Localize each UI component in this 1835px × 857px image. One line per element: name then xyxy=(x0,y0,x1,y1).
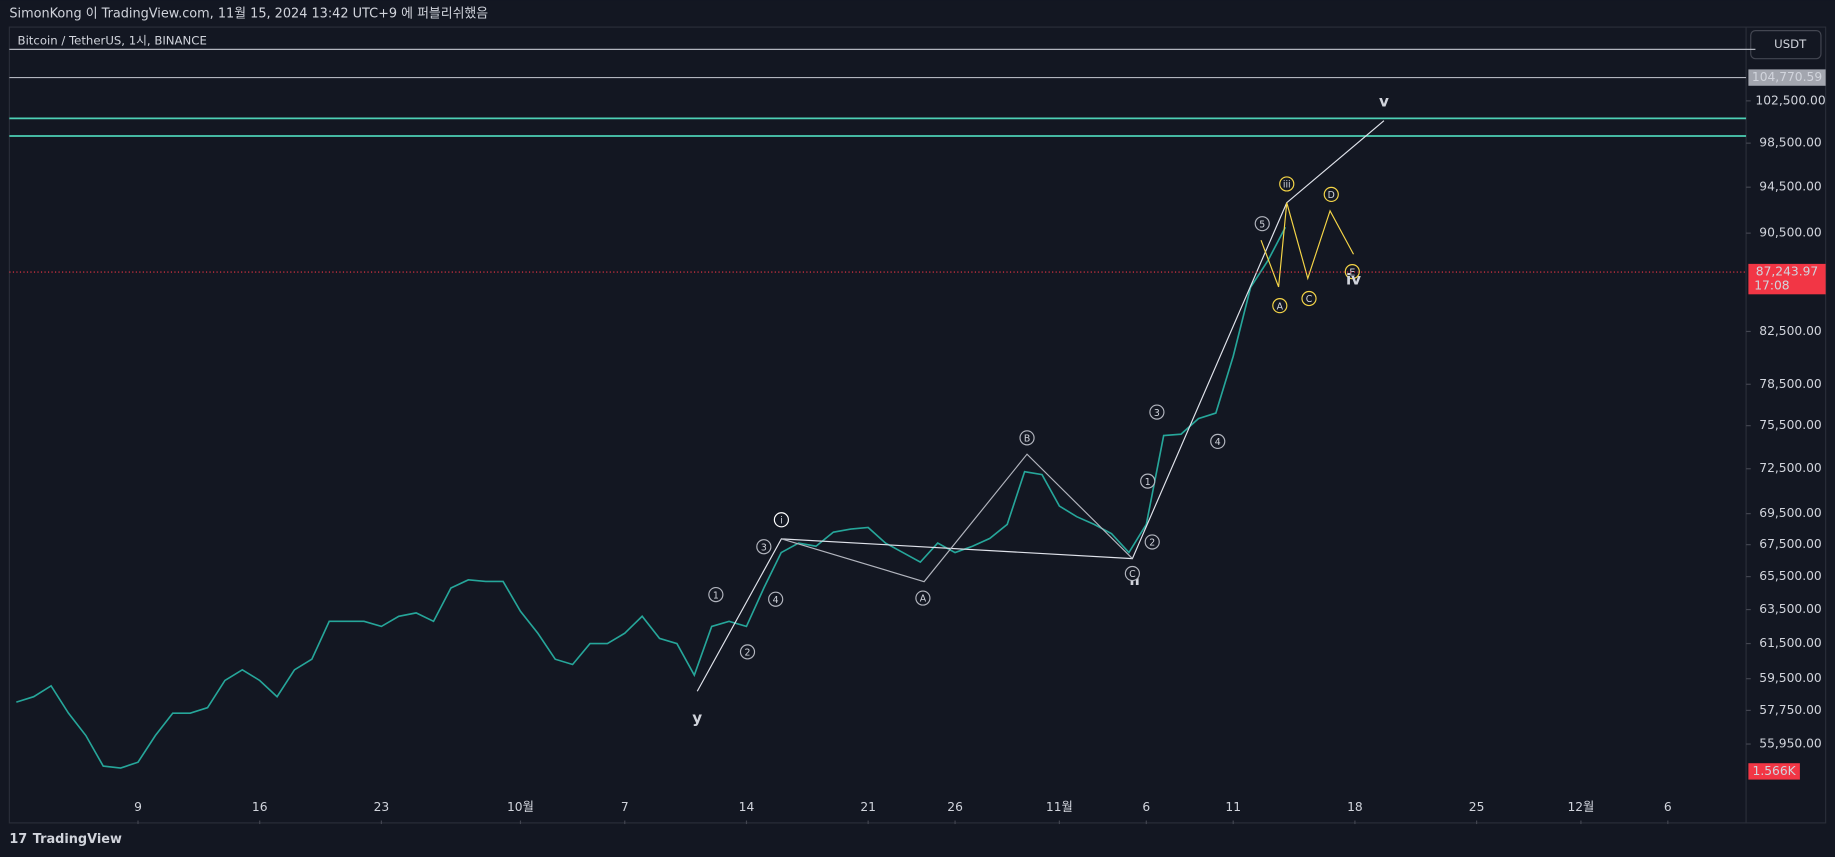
y-tick-label: 72,500.00 xyxy=(1759,461,1821,475)
wave-label: 2 xyxy=(745,648,751,659)
y-tick-label: 78,500.00 xyxy=(1759,377,1821,391)
wave-label: 4 xyxy=(773,595,779,606)
wave-label: 3 xyxy=(1154,408,1160,419)
x-tick-label: 6 xyxy=(1142,800,1150,814)
y-tick-label: 102,500.00 xyxy=(1755,93,1825,107)
y-tick-label: 69,500.00 xyxy=(1759,506,1821,520)
wave-label-circle xyxy=(1301,290,1317,307)
y-tick-label: 67,500.00 xyxy=(1759,537,1821,551)
wave-line xyxy=(1260,202,1355,288)
wave-label-circle xyxy=(915,590,931,606)
x-tick-label: 14 xyxy=(739,800,755,814)
wave-label-circle xyxy=(1323,186,1339,203)
x-tick-label: 21 xyxy=(860,800,876,814)
y-tick-label: 57,750.00 xyxy=(1759,703,1821,717)
wave-label: A xyxy=(920,594,927,605)
x-tick-label: 12월 xyxy=(1567,800,1594,814)
y-tick-label: 61,500.00 xyxy=(1759,636,1821,650)
volume-tag xyxy=(1748,763,1800,780)
wave-label-circle xyxy=(1124,565,1140,582)
x-tick-label: 6 xyxy=(1664,800,1672,814)
wave-label-circle xyxy=(773,512,790,528)
wave-label: 1 xyxy=(1145,477,1151,488)
x-tick-label: 7 xyxy=(621,800,629,814)
wave-label-circle xyxy=(708,587,724,603)
wave-label-circle xyxy=(1210,433,1226,450)
wave-line xyxy=(781,453,1133,583)
wave-label: E xyxy=(1349,267,1355,278)
x-tick-label: 26 xyxy=(947,800,963,814)
wave-label: v xyxy=(1379,93,1389,111)
x-tick-label: 25 xyxy=(1469,800,1485,814)
publish-info: SimonKong 이 TradingView.com, 11월 15, 202… xyxy=(9,6,488,22)
wave-label-circle xyxy=(1149,404,1165,420)
wave-label: D xyxy=(1328,190,1335,201)
wave-label-circle xyxy=(1272,298,1288,314)
wave-label-circle xyxy=(739,644,756,660)
wave-label-circle xyxy=(1279,176,1295,192)
wave-label-circle xyxy=(1254,216,1270,232)
y-tick-label: 55,950.00 xyxy=(1759,737,1821,751)
wave-label: C xyxy=(1306,294,1313,305)
brand: TradingView xyxy=(33,832,122,847)
wave-label: 1 xyxy=(713,590,719,601)
x-tick-label: 16 xyxy=(252,800,268,814)
wave-label-circle xyxy=(756,539,772,555)
wave-label: y xyxy=(692,709,702,727)
y-tick-label: 65,500.00 xyxy=(1759,569,1821,583)
symbol-legend: Bitcoin / TetherUS, 1시, BINANCE xyxy=(18,34,207,48)
wave-label: C xyxy=(1129,569,1136,580)
countdown: 17:08 xyxy=(1754,279,1789,293)
price-line-label: 104,770.59 xyxy=(1752,70,1822,84)
x-tick-label: 10월 xyxy=(507,800,534,814)
wave-label-circle xyxy=(1140,473,1156,489)
y-tick-label: 82,500.00 xyxy=(1759,324,1821,338)
y-tick-label: 75,500.00 xyxy=(1759,418,1821,432)
currency-label[interactable]: USDT xyxy=(1774,37,1807,51)
wave-label-circle xyxy=(1344,264,1360,280)
chart-frame xyxy=(8,26,1827,824)
y-tick-label: 59,500.00 xyxy=(1759,671,1821,685)
wave-label: 2 xyxy=(1149,538,1155,549)
last-price-tag xyxy=(1748,263,1826,295)
brand-logo: 17 xyxy=(9,832,27,847)
x-tick-label: 18 xyxy=(1347,800,1363,814)
wave-label: 4 xyxy=(1215,437,1221,448)
wave-label: 5 xyxy=(1259,219,1265,230)
wave-line xyxy=(696,120,1385,692)
wave-label: A xyxy=(1277,301,1284,312)
x-tick-label: 11 xyxy=(1225,800,1241,814)
x-tick-label: 9 xyxy=(134,800,142,814)
y-tick-label: 63,500.00 xyxy=(1759,602,1821,616)
last-price-label: 87,243.97 xyxy=(1756,265,1818,279)
wave-label-circle xyxy=(768,591,784,607)
x-tick-label: 11월 xyxy=(1046,800,1073,814)
wave-label: iii xyxy=(1283,180,1291,191)
wave-label-circle xyxy=(1019,430,1035,446)
y-tick-label: 90,500.00 xyxy=(1759,226,1821,240)
wave-label: i xyxy=(780,515,783,526)
price-line-tag xyxy=(1748,69,1826,86)
y-tick-label: 98,500.00 xyxy=(1759,136,1821,150)
x-tick-label: 23 xyxy=(374,800,390,814)
volume-label: 1.566K xyxy=(1753,764,1797,778)
wave-label: iv xyxy=(1346,270,1361,288)
currency-button[interactable] xyxy=(1750,30,1822,60)
y-tick-label: 94,500.00 xyxy=(1759,180,1821,194)
wave-label: 3 xyxy=(761,542,767,553)
wave-label-circle xyxy=(1144,534,1160,550)
price-line-series xyxy=(16,226,1287,769)
wave-label: B xyxy=(1024,434,1030,445)
